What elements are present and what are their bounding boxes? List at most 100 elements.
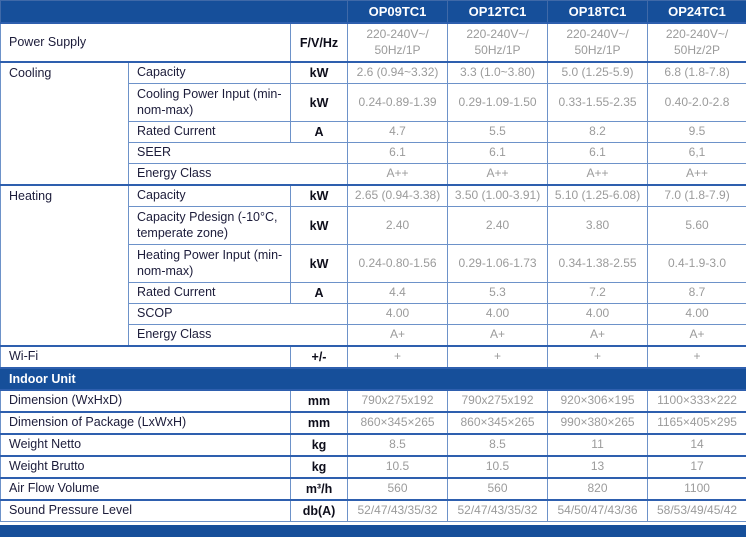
- value-cell: 4.00: [347, 303, 449, 325]
- value-cell: 220-240V~/ 50Hz/1P: [547, 22, 649, 63]
- value-cell: 4.00: [547, 303, 649, 325]
- row-unit: m³/h: [289, 477, 349, 501]
- value-cell: 14: [647, 433, 746, 457]
- row-label: SEER: [127, 142, 349, 164]
- value-cell: 8.5: [447, 433, 549, 457]
- row-unit: db(A): [289, 499, 349, 522]
- value-cell: 6.1: [447, 142, 549, 164]
- value-cell: A+: [647, 324, 746, 347]
- value-cell: 920×306×195: [547, 389, 649, 413]
- table-row: Rated Current A 4.7 5.5 8.2 9.5: [1, 121, 746, 143]
- value-cell: 58/53/49/45/42: [647, 499, 746, 522]
- row-label: Dimension of Package (LxWxH): [0, 411, 291, 435]
- value-cell: 17: [647, 455, 746, 479]
- value-cell: 1100: [647, 477, 746, 501]
- value-cell: 10.5: [447, 455, 549, 479]
- row-unit: kW: [289, 83, 349, 122]
- value-cell: 52/47/43/35/32: [447, 499, 549, 522]
- value-cell: +: [347, 345, 449, 369]
- value-cell: 860×345×265: [447, 411, 549, 435]
- value-cell: 0.40-2.0-2.8: [647, 83, 746, 122]
- value-cell: 990×380×265: [547, 411, 649, 435]
- value-cell: 3.50 (1.00-3.91): [447, 184, 549, 207]
- value-cell: 9.5: [647, 121, 746, 143]
- row-unit: kg: [289, 433, 349, 457]
- row-unit: kW: [289, 184, 349, 207]
- value-cell: 52/47/43/35/32: [347, 499, 449, 522]
- row-label: Dimension (WxHxD): [0, 389, 291, 413]
- value-cell: 0.29-1.06-1.73: [447, 244, 549, 283]
- row-label: Power Supply: [0, 22, 291, 63]
- value-cell: +: [647, 345, 746, 369]
- row-unit: kW: [289, 244, 349, 283]
- row-label: Cooling Power Input (min-nom-max): [128, 83, 291, 122]
- table-row: Weight Brutto kg 10.5 10.5 13 17: [0, 455, 746, 479]
- value-cell: 0.33-1.55-2.35: [547, 83, 649, 122]
- value-cell: 4.4: [347, 282, 449, 304]
- value-cell: 4.7: [347, 121, 449, 143]
- value-cell: 0.4-1.9-3.0: [647, 244, 746, 283]
- value-cell: 8.7: [647, 282, 746, 304]
- value-cell: 7.2: [547, 282, 649, 304]
- model-header: OP09TC1: [347, 0, 449, 24]
- table-row: Wi-Fi +/- + + + +: [0, 345, 746, 369]
- table-row: SEER 6.1 6.1 6.1 6,1: [1, 142, 746, 164]
- model-header-row: OP09TC1 OP12TC1 OP18TC1 OP24TC1: [0, 0, 746, 24]
- row-label: Weight Netto: [0, 433, 291, 457]
- table-row: Rated Current A 4.4 5.3 7.2 8.7: [1, 282, 746, 304]
- value-cell: 220-240V~/ 50Hz/2P: [647, 22, 746, 63]
- value-cell: 3.3 (1.0~3.80): [447, 61, 549, 84]
- value-cell: 5.3: [447, 282, 549, 304]
- row-label: Energy Class: [127, 163, 349, 186]
- model-header: OP12TC1: [447, 0, 549, 24]
- table-row: Cooling Power Input (min-nom-max) kW 0.24-…: [1, 83, 746, 122]
- row-category: Heating: [0, 184, 129, 347]
- row-unit: mm: [289, 389, 349, 413]
- value-cell: A++: [347, 163, 449, 186]
- row-label: SCOP: [127, 303, 349, 325]
- value-cell: 820: [547, 477, 649, 501]
- value-cell: 2.40: [447, 206, 549, 245]
- value-cell: 0.34-1.38-2.55: [547, 244, 649, 283]
- table-row: Heating Capacity kW 2.65 (0.94-3.38) 3.50 (1…: [0, 184, 746, 347]
- table-row: Weight Netto kg 8.5 8.5 11 14: [0, 433, 746, 457]
- table-row: Indoor Unit: [0, 367, 746, 391]
- row-unit: kW: [289, 206, 349, 245]
- value-cell: 11: [547, 433, 649, 457]
- table-row: Power Supply F/V/Hz 220-240V~/ 50Hz/1P 220-…: [0, 22, 746, 63]
- value-cell: 3.80: [547, 206, 649, 245]
- value-cell: 2.6 (0.94~3.32): [347, 61, 449, 84]
- value-cell: 790x275x192: [447, 389, 549, 413]
- row-label: Energy Class: [127, 324, 349, 347]
- value-cell: 6,1: [647, 142, 746, 164]
- value-cell: 790x275x192: [347, 389, 449, 413]
- value-cell: A+: [347, 324, 449, 347]
- value-cell: 8.2: [547, 121, 649, 143]
- bottom-bar: [0, 525, 746, 537]
- row-unit: kW: [289, 61, 349, 84]
- value-cell: 10.5: [347, 455, 449, 479]
- row-label: Wi-Fi: [0, 345, 291, 369]
- table-row: Sound Pressure Level db(A) 52/47/43/35/32 5…: [0, 499, 746, 522]
- value-cell: +: [447, 345, 549, 369]
- value-cell: 560: [447, 477, 549, 501]
- header-corner: [0, 0, 349, 24]
- row-label: Sound Pressure Level: [0, 499, 291, 522]
- value-cell: 0.24-0.80-1.56: [347, 244, 449, 283]
- value-cell: 54/50/47/43/36: [547, 499, 649, 522]
- value-cell: 2.65 (0.94-3.38): [347, 184, 449, 207]
- value-cell: 560: [347, 477, 449, 501]
- value-cell: 0.24-0.89-1.39: [347, 83, 449, 122]
- model-header: OP24TC1: [647, 0, 746, 24]
- value-cell: A++: [547, 163, 649, 186]
- row-label: Capacity: [128, 184, 291, 207]
- value-cell: 4.00: [647, 303, 746, 325]
- value-cell: 6.1: [547, 142, 649, 164]
- value-cell: 1100×333×222: [647, 389, 746, 413]
- value-cell: A++: [647, 163, 746, 186]
- value-cell: 2.40: [347, 206, 449, 245]
- row-unit: mm: [289, 411, 349, 435]
- value-cell: 0.29-1.09-1.50: [447, 83, 549, 122]
- section-header: Indoor Unit: [0, 367, 746, 391]
- value-cell: 7.0 (1.8-7.9): [647, 184, 746, 207]
